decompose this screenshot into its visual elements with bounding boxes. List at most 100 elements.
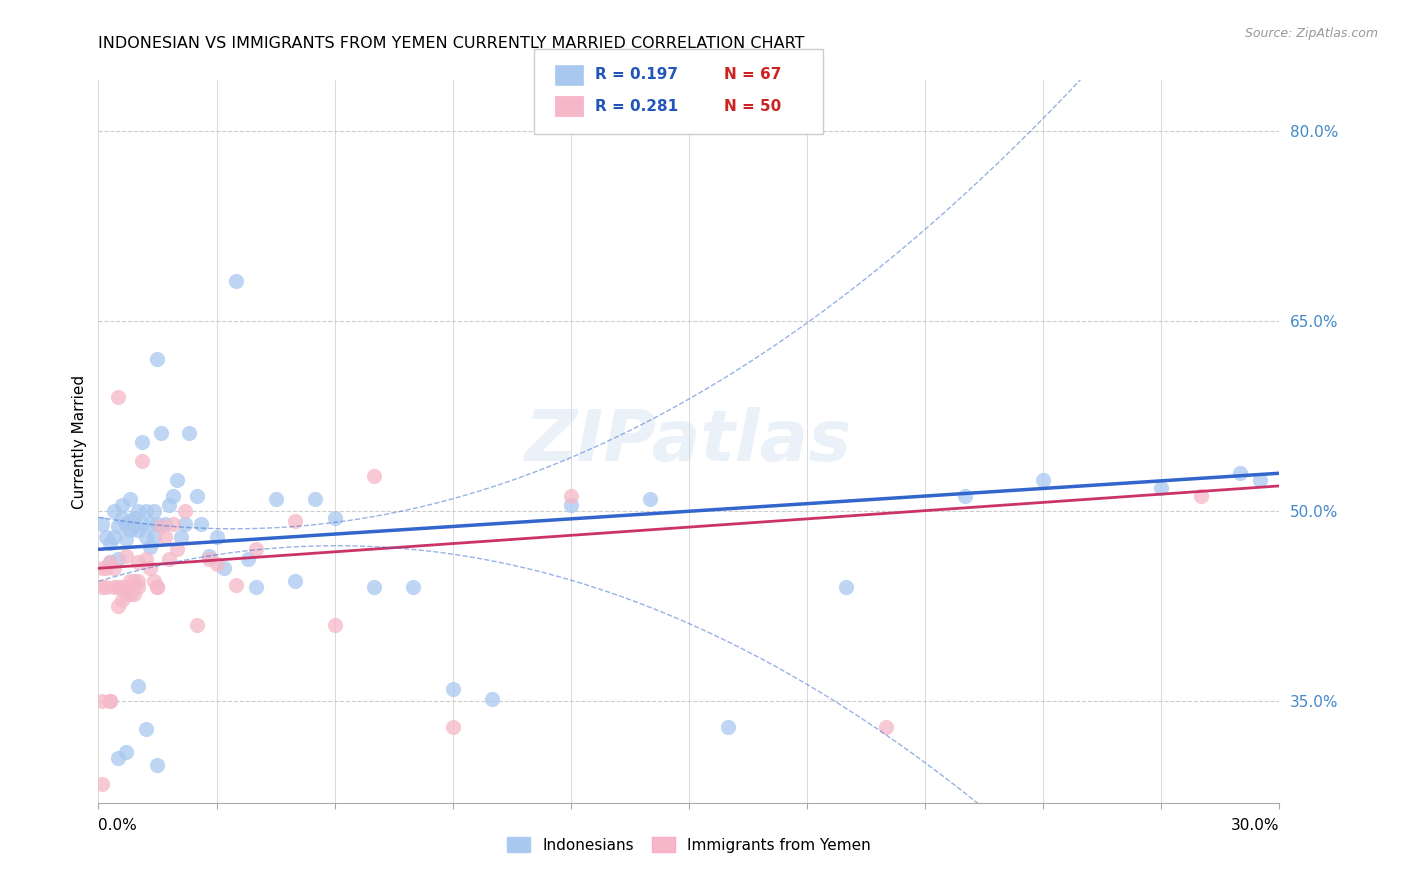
Point [107,599,129,614]
Point [177,425,200,440]
Point [142,530,165,544]
Point [142,574,165,588]
Point [122,519,145,533]
Point [103,561,125,575]
Point [107,751,129,765]
Point [155,516,177,531]
Point [875,720,897,734]
Point [111,498,134,512]
Point [245,542,267,557]
Point [245,580,267,594]
Point [146,757,169,772]
Point [103,580,125,594]
Point [157,552,180,566]
Point [835,580,858,594]
Point [186,489,208,503]
Point [98,536,121,550]
Point [1229,467,1251,481]
Point [115,516,138,531]
Point [205,558,228,572]
Y-axis label: Currently Married: Currently Married [72,375,87,508]
Point [118,491,141,506]
Text: Source: ZipAtlas.com: Source: ZipAtlas.com [1244,27,1378,40]
Point [284,574,307,588]
Point [560,498,582,512]
Point [717,720,740,734]
Point [236,552,259,566]
Point [1249,473,1271,487]
Point [107,580,129,594]
Point [98,555,121,569]
Point [205,530,228,544]
Legend: Indonesians, Immigrants from Yemen: Indonesians, Immigrants from Yemen [499,829,879,860]
Point [135,530,157,544]
Point [174,516,197,531]
Point [953,489,976,503]
Point [402,580,425,594]
Point [150,519,173,533]
Text: N = 50: N = 50 [724,99,782,113]
Point [186,618,208,632]
Point [111,580,134,594]
Point [96,530,118,544]
Point [107,390,129,404]
Point [135,552,157,566]
Point [91,516,114,531]
Point [638,491,661,506]
Point [115,549,138,563]
Point [264,491,287,506]
Point [225,578,247,592]
Point [363,580,385,594]
Point [1150,482,1173,496]
Point [127,555,149,569]
Point [197,549,219,563]
Point [142,504,165,518]
Text: N = 67: N = 67 [724,68,782,82]
Point [155,530,177,544]
Text: 30.0%: 30.0% [1232,818,1279,833]
Text: ZIPatlas: ZIPatlas [526,407,852,476]
Point [118,587,141,601]
Point [115,532,138,546]
Point [111,593,134,607]
Point [107,552,129,566]
Text: 0.0%: 0.0% [98,818,138,833]
Point [127,580,149,594]
Point [197,552,219,566]
Point [111,510,134,524]
Point [157,498,180,512]
Text: R = 0.197: R = 0.197 [595,68,678,82]
Point [135,504,157,518]
Point [127,504,149,518]
Point [146,580,169,594]
Point [190,516,212,531]
Point [304,491,326,506]
Point [122,510,145,524]
Point [127,574,149,588]
Point [122,574,145,588]
Point [174,504,197,518]
Point [96,580,118,594]
Point [118,523,141,537]
Point [91,694,114,708]
Point [162,489,184,503]
Point [323,618,346,632]
Point [146,516,169,531]
Point [127,679,149,693]
Point [146,352,169,367]
Point [150,425,173,440]
Point [138,561,160,575]
Point [135,723,157,737]
Point [98,555,121,569]
Point [127,523,149,537]
Point [481,691,503,706]
Point [214,561,236,575]
Point [103,504,125,518]
Point [166,473,188,487]
Point [118,574,141,588]
Point [96,561,118,575]
Point [225,274,247,288]
Point [284,515,307,529]
Point [323,510,346,524]
Point [103,530,125,544]
